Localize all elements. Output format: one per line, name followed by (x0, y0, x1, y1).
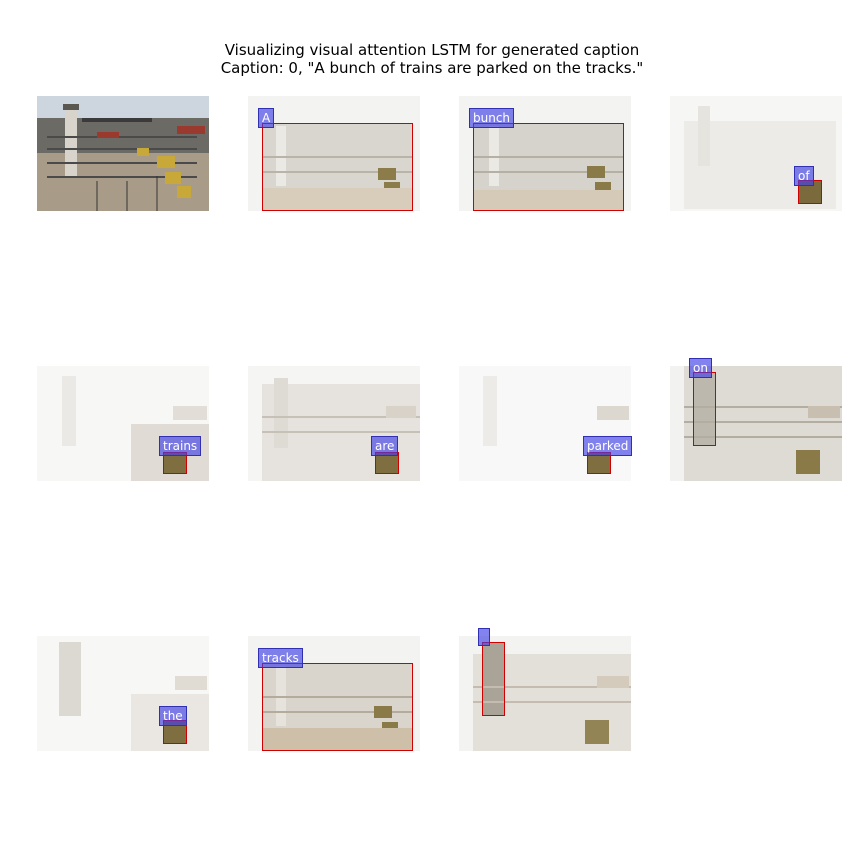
attention-box (262, 663, 413, 751)
word-label (478, 628, 490, 646)
attention-image (459, 366, 631, 481)
attention-box (473, 123, 624, 211)
word-label: the (159, 706, 187, 726)
train-yard-image (37, 96, 209, 211)
attention-image (670, 366, 842, 481)
attention-panel-the: the (37, 636, 209, 751)
attention-panel-parked: parked (459, 366, 633, 481)
word-label: bunch (469, 108, 515, 128)
attention-image (670, 96, 842, 211)
word-label: parked (583, 436, 633, 456)
attention-panel-bunch: bunch (459, 96, 631, 211)
attention-image (248, 96, 420, 211)
attention-image (37, 636, 209, 751)
attention-panel-a: A (248, 96, 420, 211)
original-image-panel (37, 96, 209, 211)
attention-panel-end (459, 628, 631, 751)
word-label: of (794, 166, 814, 186)
attention-panel-on: on (670, 358, 842, 481)
word-label: trains (159, 436, 202, 456)
word-label: A (258, 108, 275, 128)
word-label: are (371, 436, 399, 456)
attention-panel-of: of (670, 96, 842, 211)
attention-image (459, 636, 631, 751)
attention-image (459, 96, 631, 211)
attention-panel-trains: trains (37, 366, 209, 481)
figure-title: Visualizing visual attention LSTM for ge… (224, 41, 640, 59)
word-label: on (689, 358, 712, 378)
attention-image (37, 366, 209, 481)
attention-box (482, 642, 505, 716)
attention-box (693, 372, 716, 446)
attention-image (248, 366, 420, 481)
caption-line: Caption: 0, "A bunch of trains are parke… (220, 59, 644, 77)
attention-box (262, 123, 413, 211)
word-label: tracks (258, 648, 303, 668)
attention-panel-tracks: tracks (248, 636, 420, 751)
attention-panel-are: are (248, 366, 420, 481)
